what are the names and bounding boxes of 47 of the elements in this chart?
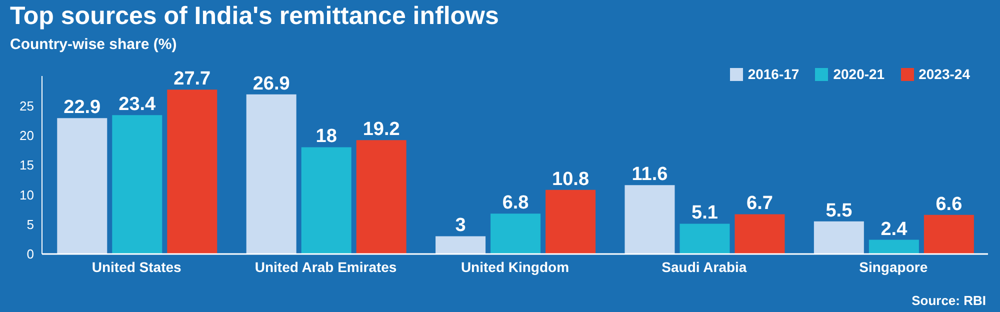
data-label: 26.9: [252, 73, 290, 94]
bar: [57, 118, 108, 254]
legend-label: 2023-24: [918, 66, 970, 82]
bar: [868, 240, 919, 254]
data-label: 11.6: [632, 164, 668, 186]
x-tick-label: Singapore: [859, 258, 928, 275]
y-tick-label: 10: [20, 187, 34, 202]
x-tick-label: United Arab Emirates: [254, 258, 397, 275]
bar: [924, 214, 974, 254]
x-tick-label: United States: [92, 258, 182, 275]
bar: [490, 214, 541, 254]
data-label: 27.7: [174, 68, 211, 90]
chart-title: Top sources of India's remittance inflows: [10, 2, 499, 31]
y-tick-label: 25: [20, 98, 34, 114]
data-label: 18: [316, 126, 337, 148]
x-tick-label: Saudi Arabia: [662, 258, 747, 275]
y-tick-label: 5: [26, 216, 34, 232]
data-label: 6.6: [936, 194, 962, 215]
data-label: 19.2: [362, 119, 400, 140]
bar: [112, 115, 162, 254]
data-label: 2.4: [880, 218, 908, 240]
bar: [680, 224, 730, 254]
bar: [436, 236, 486, 254]
data-label: 3: [455, 215, 466, 236]
y-tick-label: 0: [26, 246, 34, 262]
bar: [734, 214, 785, 254]
chart-subtitle: Country-wise share (%): [10, 36, 177, 53]
bar: [546, 190, 596, 254]
x-tick-label: United Kingdom: [460, 258, 570, 275]
data-label: 6.7: [746, 193, 773, 214]
legend-label: 2016-17: [748, 66, 800, 82]
data-label: 6.8: [502, 192, 529, 214]
bar: [301, 147, 352, 254]
bar: [356, 140, 406, 254]
bar: [624, 185, 675, 254]
bar: [167, 90, 218, 254]
y-tick-label: 15: [20, 158, 34, 173]
data-label: 5.5: [826, 200, 853, 222]
bar: [814, 221, 864, 254]
legend-label: 2020-21: [833, 66, 885, 82]
y-tick-label: 20: [20, 128, 34, 143]
source-note: Source: RBI: [912, 293, 986, 308]
data-label: 23.4: [118, 94, 156, 116]
data-label: 5.1: [692, 202, 718, 224]
bar: [246, 94, 296, 254]
data-label: 10.8: [552, 168, 590, 190]
data-label: 22.9: [64, 97, 101, 118]
